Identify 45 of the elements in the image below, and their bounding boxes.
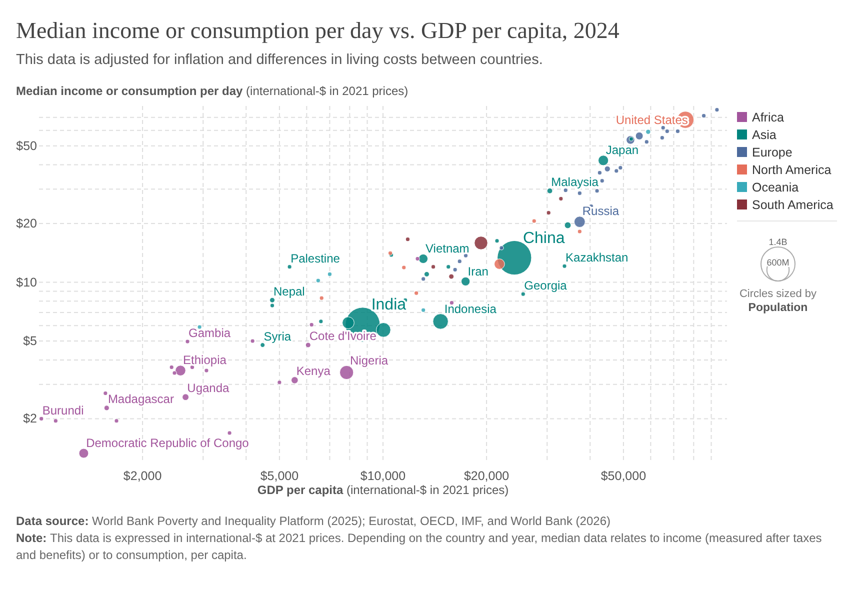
annotation: Nigeria xyxy=(350,354,388,368)
source-note: Data source: World Bank Poverty and Inequality Platform (2025); Eurostat, OECD, IMF, and World Bank (2026) xyxy=(16,514,610,528)
annotation: Burundi xyxy=(42,403,84,418)
annotation: Indonesia xyxy=(444,302,497,316)
annotation: Iran xyxy=(468,264,488,278)
legend-label: Europe xyxy=(752,146,792,160)
legend-label: South America xyxy=(752,198,834,212)
text: Circles sized by Population xyxy=(739,288,818,314)
legend-label: 1.4B xyxy=(768,237,788,247)
x-tick-label: $10,000 xyxy=(360,469,406,483)
chart-title: Median income or consumption per day vs. GDP per capita, 2024 xyxy=(16,18,620,43)
x-tick-label: $5,000 xyxy=(260,469,299,483)
annotation: Nepal xyxy=(274,284,305,298)
y-axis-title: Median income or consumption per day (international-$ in 2021 prices) xyxy=(16,84,408,98)
annotation: Kazakhstan xyxy=(566,250,628,265)
text: Note: This data is expressed in international-$ at 2021 prices. Depending on the country and year, median data relates to income (measured after taxes and benefits) or to consumption, per capita. xyxy=(16,531,822,562)
annotation: Gambia xyxy=(188,326,231,340)
annotation: Vietnam xyxy=(426,242,470,256)
legend-label: North America xyxy=(752,163,832,177)
annotation: Palestine xyxy=(290,251,340,266)
annotation: Russia xyxy=(582,204,620,218)
y-tick-label: $20 xyxy=(16,216,38,231)
annotation: Ethiopia xyxy=(183,352,227,367)
annotation: Kenya xyxy=(296,364,331,378)
x-tick-label: $2,000 xyxy=(123,469,162,483)
legend-label: Oceania xyxy=(752,180,799,194)
x-tick-label: $50,000 xyxy=(600,469,646,483)
legend-label: Africa xyxy=(752,110,784,124)
x-axis-title: GDP per capita (international-$ in 2021 prices) xyxy=(257,483,509,497)
chart-subtitle: This data is adjusted for inflation and differences in living costs between countries. xyxy=(16,52,543,68)
y-tick-label: $10 xyxy=(16,275,38,290)
legend-label: Asia xyxy=(752,128,776,142)
annotation: Uganda xyxy=(187,380,230,395)
annotation: Malaysia xyxy=(551,174,599,189)
y-tick-label: $2 xyxy=(23,412,38,426)
y-tick-label: $5 xyxy=(23,334,38,348)
annotation: Democratic Republic of Congo xyxy=(86,436,250,450)
annotation: Japan xyxy=(606,142,639,157)
annotation: India xyxy=(371,296,406,314)
y-tick-label: $50 xyxy=(16,138,38,153)
annotation: China xyxy=(522,230,565,247)
annotation: Georgia xyxy=(524,278,568,293)
annotation: Syria xyxy=(264,329,292,344)
annotation: Madagascar xyxy=(108,392,174,406)
x-tick-label: $20,000 xyxy=(464,469,510,483)
